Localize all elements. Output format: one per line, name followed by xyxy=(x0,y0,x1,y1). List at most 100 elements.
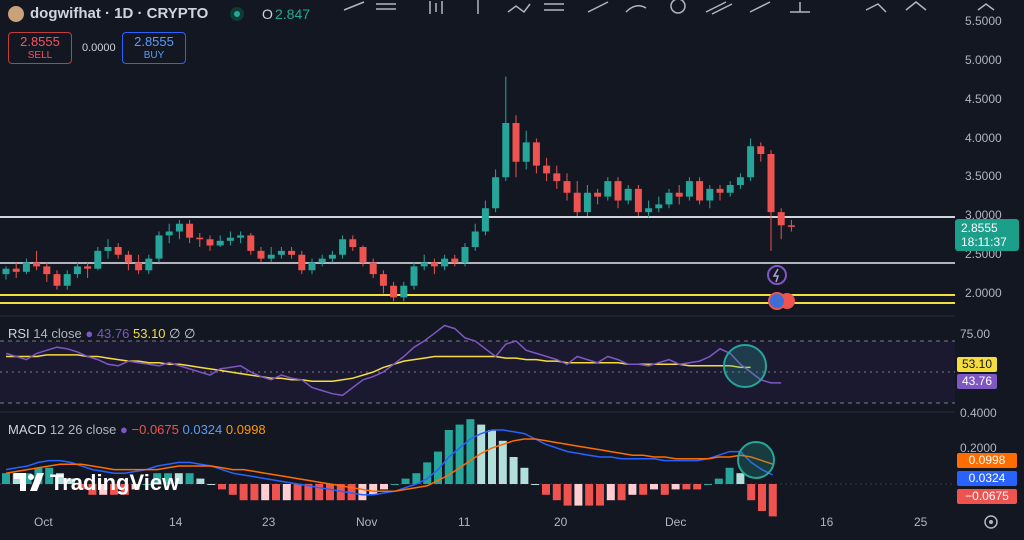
event-lightning-icon[interactable] xyxy=(767,265,787,285)
buy-button[interactable]: 2.8555 BUY xyxy=(122,32,186,64)
candle-body xyxy=(277,250,285,255)
macd-hist-bar xyxy=(498,440,507,484)
measure-tool-icon[interactable] xyxy=(790,2,810,13)
time-label: 14 xyxy=(169,515,183,529)
candle-body xyxy=(400,285,408,298)
pattern-tool-icon[interactable] xyxy=(865,3,887,13)
candle-body xyxy=(73,266,81,275)
candle-body xyxy=(583,192,591,213)
macd-hist-bar xyxy=(164,473,172,484)
zigzag-tool-icon[interactable] xyxy=(905,1,927,11)
price-axis[interactable]: 5.5000 5.0000 4.5000 4.0000 3.5000 3.0000 2.50… xyxy=(955,0,1024,316)
macd-settings-icon[interactable]: ● xyxy=(120,422,128,437)
ray-tool-icon[interactable] xyxy=(587,1,609,13)
candle-body xyxy=(22,262,30,272)
candle-body xyxy=(155,235,163,259)
macd-hist-bar xyxy=(747,484,756,501)
trend-line-tool-icon[interactable] xyxy=(343,1,365,11)
macd-hist-bar xyxy=(390,484,399,485)
candle-body xyxy=(124,254,132,263)
candle-body xyxy=(522,142,530,162)
sell-button[interactable]: 2.8555 SELL xyxy=(8,32,72,64)
last-price-badge: 2.8555 18:11:37 xyxy=(955,219,1019,251)
macd-hist-bar xyxy=(423,462,432,484)
time-label: Oct xyxy=(34,515,53,529)
horizontal-line-tool-icon[interactable] xyxy=(376,3,396,10)
candle-body xyxy=(247,235,255,251)
bar-countdown: 18:11:37 xyxy=(961,235,1007,249)
candle-body xyxy=(186,223,194,238)
macd-legend[interactable]: MACD 12 26 close ● −0.0675 0.0324 0.0998 xyxy=(8,422,266,437)
candle-body xyxy=(634,188,642,213)
rsi-label: RSI xyxy=(8,326,30,341)
signal-line xyxy=(5,438,774,492)
parallel-tool-icon[interactable] xyxy=(705,1,733,15)
candle-body xyxy=(298,254,306,271)
macd-hist-bar xyxy=(196,478,205,484)
candle-body xyxy=(492,177,500,209)
time-axis[interactable]: Oct 14 23 Nov 11 20 Dec 16 25 xyxy=(0,510,955,540)
candle-body xyxy=(461,247,469,263)
price-chart[interactable] xyxy=(0,0,955,540)
macd-hist-bar xyxy=(563,484,572,506)
candle-body xyxy=(359,247,367,263)
macd-hist-bar xyxy=(682,484,691,490)
candle-body xyxy=(502,123,510,178)
price-tick: 2.0000 xyxy=(965,285,1002,300)
time-label: 20 xyxy=(554,515,568,529)
candle-body xyxy=(451,258,459,263)
time-label: Nov xyxy=(356,515,378,529)
macd-hist-bar xyxy=(88,484,97,495)
ellipse-tool-icon[interactable] xyxy=(670,0,686,14)
macd-hist-bar xyxy=(153,473,162,484)
candle-body xyxy=(196,237,204,240)
macd-hist-bar xyxy=(131,484,140,490)
chart-settings-icon[interactable] xyxy=(982,513,1000,531)
open-value: 2.847 xyxy=(275,6,311,22)
arrow-tool-icon[interactable] xyxy=(749,1,771,13)
macd-hist-bar xyxy=(347,484,356,501)
indicator-settings-icon[interactable]: ● xyxy=(85,326,94,341)
channel-tool-icon[interactable] xyxy=(544,3,564,11)
macd-hist-bar xyxy=(520,467,529,484)
path-tool-icon[interactable] xyxy=(507,3,531,14)
macd-hist-bar xyxy=(369,484,378,495)
candle-body xyxy=(624,188,632,201)
event-us-flag-icon[interactable] xyxy=(768,292,786,310)
candle-body xyxy=(420,262,428,267)
macd-axis-top: 0.4000 xyxy=(960,406,997,420)
rsi-line xyxy=(5,324,782,397)
macd-hist-bar xyxy=(606,484,615,501)
macd-hist-bar xyxy=(671,484,680,490)
candle-body xyxy=(747,146,755,178)
more-tools-icon[interactable] xyxy=(977,3,995,11)
macd-hist-bar xyxy=(725,467,734,484)
candle-body xyxy=(532,142,540,166)
candle-body xyxy=(645,208,653,213)
price-tick: 5.5000 xyxy=(965,14,1002,29)
time-label: Dec xyxy=(665,515,687,529)
macd-hist-bar xyxy=(509,457,518,484)
candle-body xyxy=(63,274,71,286)
macd-hist-bar xyxy=(174,473,183,484)
candle-body xyxy=(675,192,683,197)
symbol-logo-icon[interactable] xyxy=(8,6,24,22)
brush-tool-icon[interactable] xyxy=(625,5,647,13)
candle-tool-icon[interactable] xyxy=(429,1,443,14)
macd-hist-bar xyxy=(660,484,669,495)
symbol-title[interactable]: dogwifhat · 1D · CRYPTO xyxy=(30,5,209,22)
candle-body xyxy=(114,247,122,255)
candle-body xyxy=(84,266,92,269)
macd-hist-bar xyxy=(110,484,118,495)
candle-body xyxy=(145,258,153,271)
rsi-axis-top: 75.00 xyxy=(960,327,991,341)
macd-hist-bar xyxy=(531,484,540,485)
macd-hist-bar xyxy=(304,484,313,501)
macd-hist-bar xyxy=(228,484,237,495)
candle-body xyxy=(696,181,704,201)
time-label: 25 xyxy=(914,515,928,529)
candle-body xyxy=(308,262,316,271)
macd-hist-bar xyxy=(693,484,702,490)
rsi-legend[interactable]: RSI 14 close ● 43.76 53.10 ∅ ∅ xyxy=(8,326,195,342)
macd-axis-mid: 0.2000 xyxy=(960,441,997,455)
